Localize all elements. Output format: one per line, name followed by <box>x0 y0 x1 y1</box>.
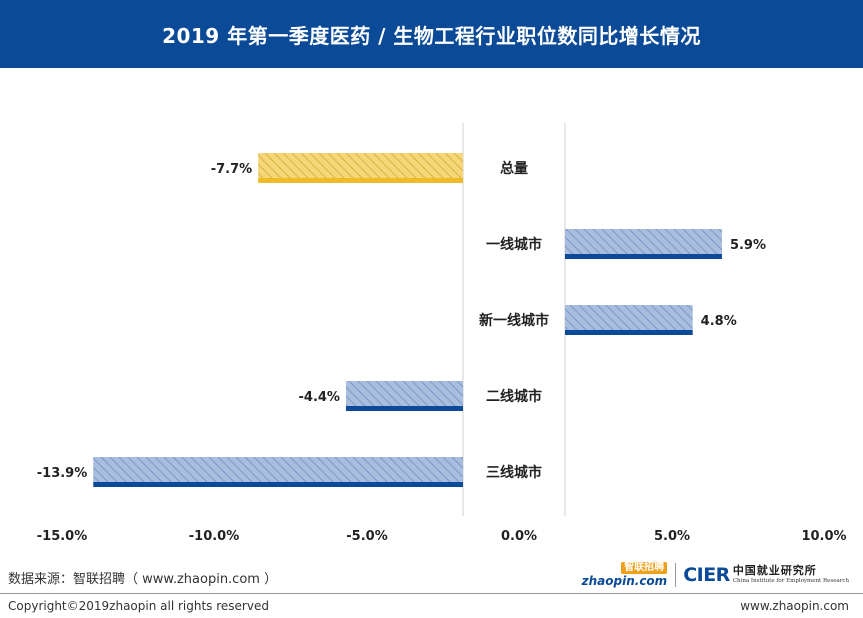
bar-cat-4 <box>93 457 463 487</box>
zhaopin-logo-en: zhaopin.com <box>581 574 668 588</box>
value-label: -7.7% <box>211 162 252 177</box>
cier-logo: CIER 中国就业研究所 China Institute for Employm… <box>683 564 849 586</box>
chart-title: 2019 年第一季度医药 / 生物工程行业职位数同比增长情况 <box>162 23 701 48</box>
category-label: 三线城市 <box>486 464 542 481</box>
category-label: 一线城市 <box>486 236 542 253</box>
bar-fill <box>258 153 463 178</box>
cier-logo-en: China Institute for Employment Research <box>732 578 849 584</box>
bar-cat-3 <box>345 381 463 411</box>
bar-base <box>93 482 463 487</box>
bar-base <box>565 330 693 335</box>
bar-fill <box>345 381 463 406</box>
x-tick-label: -5.0% <box>346 529 387 544</box>
bar-base <box>345 406 463 411</box>
bar-fill <box>565 229 722 254</box>
x-tick-label: 5.0% <box>654 529 690 544</box>
zhaopin-logo-cn: 智联招聘 <box>621 562 668 574</box>
cier-logo-mark: CIER <box>683 564 730 586</box>
category-label: 总量 <box>500 160 528 177</box>
zhaopin-logo: 智联招聘 zhaopin.com <box>582 562 668 588</box>
x-tick-label: -15.0% <box>37 529 88 544</box>
source-note: 数据来源：智联招聘（ www.zhaopin.com ） <box>8 572 278 587</box>
value-label: 4.8% <box>701 314 737 329</box>
bar-base <box>258 178 463 183</box>
x-tick-label: 0.0% <box>501 529 537 544</box>
category-label: 二线城市 <box>486 388 542 405</box>
copyright-text: Copyright©2019zhaopin all rights reserve… <box>8 599 269 613</box>
logo-separator <box>675 563 677 587</box>
bar-cat-0 <box>258 153 463 183</box>
bar-fill <box>93 457 463 482</box>
value-label: 5.9% <box>730 238 766 253</box>
logos: 智联招聘 zhaopin.com CIER 中国就业研究所 China Inst… <box>582 561 849 589</box>
footer-divider <box>0 593 863 594</box>
bar-chart: 总量 -7.7% 一线城市 5.9% 新一线城市 4.8% 二线城市 -4.4% 三线城市 -13… <box>37 123 847 544</box>
value-label: -4.4% <box>299 390 340 405</box>
bar-fill <box>565 305 693 330</box>
x-tick-label: -10.0% <box>189 529 240 544</box>
value-label: -13.9% <box>37 466 88 481</box>
chart-header: 2019 年第一季度医药 / 生物工程行业职位数同比增长情况 <box>0 0 863 68</box>
category-label: 新一线城市 <box>479 312 549 329</box>
bar-base <box>565 254 722 259</box>
bar-cat-2 <box>565 305 693 335</box>
footer-url: www.zhaopin.com <box>740 599 849 613</box>
bar-cat-1 <box>565 229 722 259</box>
cier-logo-cn: 中国就业研究所 <box>732 564 817 577</box>
x-tick-label: 10.0% <box>801 529 846 544</box>
